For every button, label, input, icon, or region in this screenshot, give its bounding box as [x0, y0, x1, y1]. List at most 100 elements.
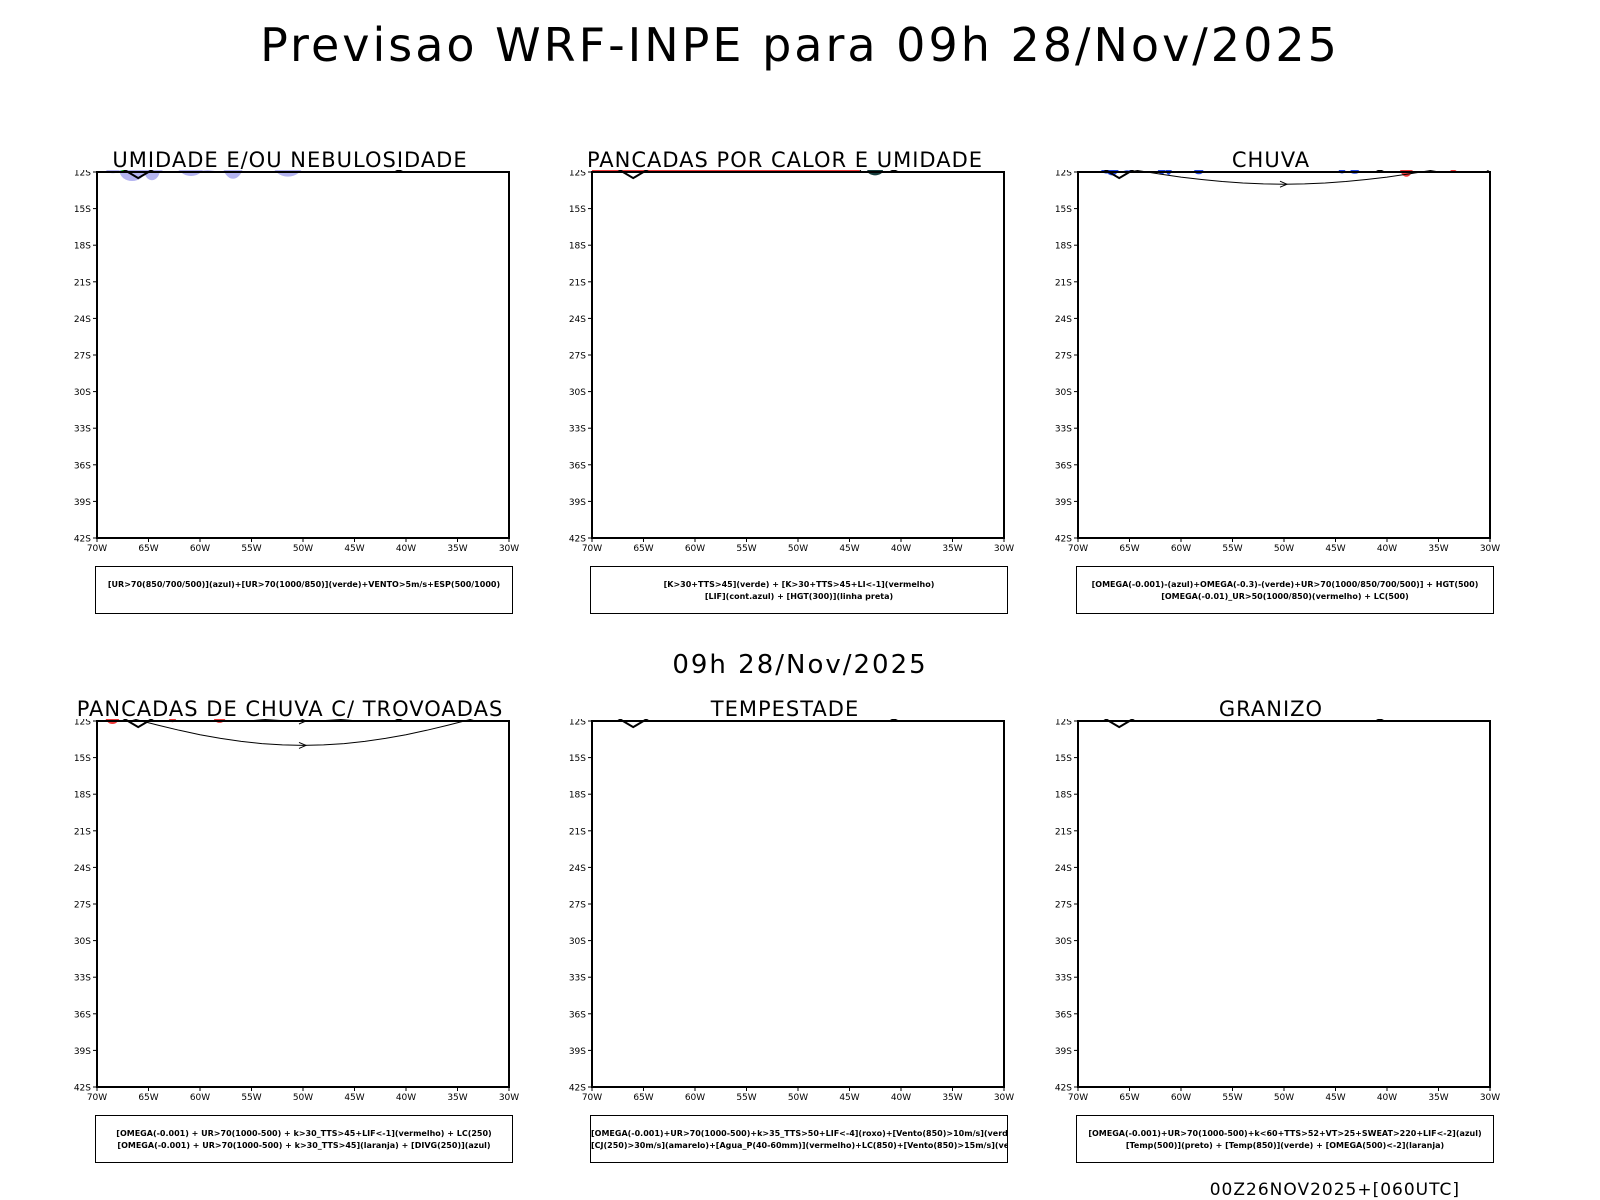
lon-tick-label: 50W — [293, 544, 313, 554]
lon-tick-label: 30W — [994, 1093, 1014, 1103]
lat-tick-label: 30S — [1055, 388, 1072, 398]
legend-line: [OMEGA(-0.01)_UR>50(1000/850)(vermelho) … — [1161, 592, 1409, 601]
lon-tick-label: 55W — [736, 1093, 756, 1103]
lat-tick-label: 33S — [74, 974, 91, 984]
lat-tick-label: 24S — [74, 864, 91, 874]
legend-line: [K>30+TTS>45](verde) + [K>30+TTS>45+LI<-… — [663, 580, 935, 589]
panel-tempestade: TEMPESTADE 12S 15S 18S 21S 24S 27S 30S 33S 36S 39… — [550, 697, 1020, 1197]
lon-tick-label: 50W — [293, 1093, 313, 1103]
map-granizo: -9-12-15-1212S15S18S21S24S27S30S33S36S39… — [1055, 719, 1500, 1103]
legend-line: [LIF](cont.azul) + [HGT(300)](linha pret… — [704, 592, 894, 601]
legend-line: [OMEGA(-0.001)-(azul)+OMEGA(-0.3)-(verde… — [1091, 580, 1479, 589]
lat-tick-label: 36S — [74, 461, 91, 471]
panel-title: PANCADAS DE CHUVA C/ TROVOADAS — [76, 697, 504, 721]
lat-tick-label: 12S — [1055, 170, 1072, 179]
map-pancadas-calor: 9600960096009520952095209440944093609360… — [569, 170, 1014, 554]
map-umidade: 1012101210161008101610121016101610161020… — [74, 170, 519, 554]
lat-tick-label: 39S — [74, 498, 91, 508]
lon-tick-label: 55W — [241, 544, 261, 554]
lon-tick-label: 65W — [633, 1093, 653, 1103]
lat-tick-label: 21S — [1055, 278, 1072, 288]
lon-tick-label: 45W — [1325, 1093, 1345, 1103]
lon-tick-label: 35W — [447, 544, 467, 554]
lon-tick-label: 60W — [685, 544, 705, 554]
lat-tick-label: 39S — [1055, 1047, 1072, 1057]
lon-tick-label: 60W — [1171, 1093, 1191, 1103]
lat-tick-label: 27S — [74, 901, 91, 911]
lon-tick-label: 70W — [1068, 1093, 1088, 1103]
lon-tick-label: 50W — [1274, 544, 1294, 554]
panel-chuva: CHUVA 5825765765885825765765705705675761… — [1036, 148, 1506, 648]
lat-tick-label: 18S — [74, 242, 91, 252]
main-title: Previsao WRF-INPE para 09h 28/Nov/2025 — [260, 18, 1340, 72]
lat-tick-label: 27S — [74, 352, 91, 362]
panel-umidade: UMIDADE E/OU NEBULOSIDADE 10121012101610… — [55, 148, 525, 648]
lon-tick-label: 65W — [138, 1093, 158, 1103]
lon-tick-label: 60W — [190, 544, 210, 554]
lon-tick-label: 35W — [1428, 1093, 1448, 1103]
lat-tick-label: 39S — [1055, 498, 1072, 508]
lon-tick-label: 60W — [190, 1093, 210, 1103]
lon-tick-label: 30W — [499, 1093, 519, 1103]
lon-tick-label: 40W — [396, 544, 416, 554]
panel-title: PANCADAS POR CALOR E UMIDADE — [586, 148, 984, 172]
lat-tick-label: 15S — [74, 754, 91, 764]
lat-tick-label: 30S — [74, 937, 91, 947]
lon-tick-label: 65W — [1119, 1093, 1139, 1103]
panel-title: UMIDADE E/OU NEBULOSIDADE — [112, 148, 468, 172]
lat-tick-label: 30S — [569, 937, 586, 947]
lat-tick-label: 33S — [1055, 425, 1072, 435]
map-background — [592, 721, 1004, 1087]
lat-tick-label: 18S — [1055, 242, 1072, 252]
lon-tick-label: 50W — [788, 544, 808, 554]
legend-line: [OMEGA(-0.001) + UR>70(1000-500) + k>30_… — [117, 1141, 491, 1150]
lat-tick-label: 27S — [569, 901, 586, 911]
lon-tick-label: 55W — [1222, 544, 1242, 554]
lat-tick-label: 21S — [74, 827, 91, 837]
lat-tick-label: 27S — [1055, 352, 1072, 362]
lat-tick-label: 15S — [1055, 205, 1072, 215]
legend-line: [OMEGA(-0.001)+UR>70(1000-500)+k>35_TTS>… — [591, 1129, 1007, 1138]
lon-tick-label: 55W — [736, 544, 756, 554]
legend-line: [UR>70(850/700/500)](azul)+[UR>70(1000/8… — [107, 580, 501, 589]
lat-tick-label: 18S — [569, 242, 586, 252]
lat-tick-label: 36S — [74, 1010, 91, 1020]
lon-tick-label: 50W — [1274, 1093, 1294, 1103]
legend-box: [OMEGA(-0.001) + UR>70(1000-500) + k>30_… — [95, 1115, 513, 1163]
lat-tick-label: 42S — [1055, 1084, 1072, 1094]
legend-line: [Temp(500)](preto) + [Temp(850)](verde) … — [1125, 1141, 1445, 1150]
lon-tick-label: 45W — [344, 544, 364, 554]
lon-tick-label: 30W — [499, 544, 519, 554]
lon-tick-label: 45W — [839, 544, 859, 554]
lat-tick-label: 36S — [569, 461, 586, 471]
lat-tick-label: 24S — [1055, 864, 1072, 874]
map-background — [97, 721, 509, 1087]
lon-tick-label: 35W — [1428, 544, 1448, 554]
lon-tick-label: 50W — [788, 1093, 808, 1103]
streamline — [132, 719, 474, 746]
lat-tick-label: 12S — [569, 719, 586, 728]
lon-tick-label: 40W — [891, 544, 911, 554]
map-background — [1078, 172, 1490, 538]
lat-tick-label: 36S — [569, 1010, 586, 1020]
lat-tick-label: 36S — [1055, 461, 1072, 471]
lat-tick-label: 33S — [569, 974, 586, 984]
lon-tick-label: 35W — [942, 1093, 962, 1103]
lon-tick-label: 45W — [344, 1093, 364, 1103]
lon-tick-label: 40W — [1377, 544, 1397, 554]
lat-tick-label: 30S — [569, 388, 586, 398]
lon-tick-label: 30W — [1480, 544, 1500, 554]
panel-title: GRANIZO — [1218, 697, 1324, 721]
lat-tick-label: 24S — [569, 864, 586, 874]
map-chuva: 58257657658858257657657057056757612S15S1… — [1055, 170, 1500, 554]
lat-tick-label: 33S — [74, 425, 91, 435]
panel-title: CHUVA — [1231, 148, 1311, 172]
lat-tick-label: 21S — [1055, 827, 1072, 837]
lat-tick-label: 39S — [74, 1047, 91, 1057]
map-background — [1078, 721, 1490, 1087]
lon-tick-label: 55W — [1222, 1093, 1242, 1103]
lat-tick-label: 36S — [1055, 1010, 1072, 1020]
lat-tick-label: 27S — [1055, 901, 1072, 911]
lat-tick-label: 15S — [569, 205, 586, 215]
